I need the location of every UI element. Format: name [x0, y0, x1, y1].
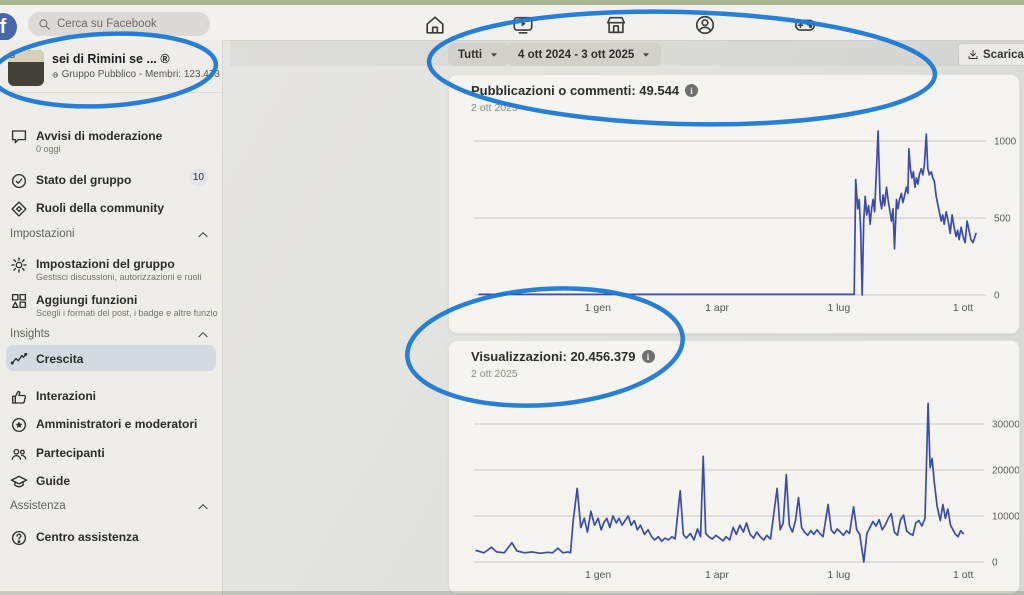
chevron-up-icon[interactable]: [196, 500, 210, 514]
svg-text:0: 0: [992, 558, 998, 569]
chevron-up-icon[interactable]: [196, 228, 210, 242]
svg-text:300000: 300000: [992, 420, 1019, 431]
gaming-nav-icon[interactable]: [794, 14, 816, 36]
posts-comments-line-chart[interactable]: 1000 500 0 1 gen 1 apr 1 lug 1 ott: [449, 75, 1019, 333]
svg-text:200000: 200000: [992, 466, 1019, 477]
group-meta: Gruppo Pubblico - Membri: 123.473: [52, 69, 220, 80]
selected-highlight: [6, 345, 216, 371]
screen-bezel-strip: [0, 0, 1024, 5]
facebook-logo[interactable]: f: [0, 13, 17, 41]
globe-icon: [52, 70, 59, 80]
add-features-icon: [10, 292, 28, 310]
search-placeholder: Cerca su Facebook: [57, 18, 157, 30]
date-range-dropdown[interactable]: 4 ott 2024 - 3 ott 2025: [508, 43, 662, 66]
growth-icon: [10, 351, 28, 369]
svg-text:1 ott: 1 ott: [953, 569, 974, 581]
group-avatar[interactable]: S: [8, 50, 44, 86]
sidebar: S sei di Rimini se ... ® Gruppo Pubblico…: [0, 40, 223, 595]
count-badge: 10: [188, 169, 208, 186]
chevron-down-icon: [489, 50, 499, 60]
admins-icon: [10, 416, 28, 434]
top-header-bar: f Cerca su Facebook: [0, 5, 1024, 41]
participants-icon: [10, 445, 28, 463]
search-input[interactable]: Cerca su Facebook: [28, 12, 210, 36]
watch-nav-icon[interactable]: [512, 14, 534, 36]
svg-text:1 ott: 1 ott: [953, 302, 974, 314]
download-button[interactable]: Scarica: [958, 43, 1024, 66]
group-name[interactable]: sei di Rimini se ... ®: [52, 52, 170, 66]
svg-text:1 lug: 1 lug: [827, 302, 850, 314]
svg-text:1 gen: 1 gen: [585, 569, 611, 581]
moderation-icon: [10, 128, 28, 146]
audience-filter-dropdown[interactable]: Tutti: [448, 43, 510, 66]
chevron-up-icon[interactable]: [196, 328, 210, 342]
download-icon: [967, 49, 979, 61]
home-nav-icon[interactable]: [424, 14, 446, 36]
svg-text:1 lug: 1 lug: [827, 569, 850, 581]
svg-text:1 apr: 1 apr: [705, 302, 729, 314]
help-icon: [10, 529, 28, 547]
search-icon: [38, 18, 51, 31]
svg-text:1000: 1000: [994, 137, 1017, 148]
profile-nav-icon[interactable]: [694, 14, 716, 36]
screen-bezel-strip: [0, 591, 1024, 595]
svg-text:1 apr: 1 apr: [705, 569, 729, 581]
community-roles-icon: [10, 200, 28, 218]
svg-text:1 gen: 1 gen: [585, 302, 611, 314]
views-chart-card: Visualizzazioni: 20.456.379 i 2 ott 2025…: [448, 340, 1020, 594]
group-status-icon: [10, 172, 28, 190]
chevron-down-icon: [641, 50, 651, 60]
marketplace-nav-icon[interactable]: [605, 14, 627, 36]
posts-comments-chart-card: Pubblicazioni o commenti: 49.544 i 2 ott…: [448, 74, 1020, 334]
svg-text:500: 500: [994, 214, 1011, 225]
svg-text:0: 0: [994, 291, 1000, 302]
guides-icon: [10, 473, 28, 491]
interactions-icon: [10, 388, 28, 406]
gear-icon: [10, 256, 28, 274]
divider: [0, 92, 222, 93]
group-avatar-text: S: [8, 50, 44, 62]
